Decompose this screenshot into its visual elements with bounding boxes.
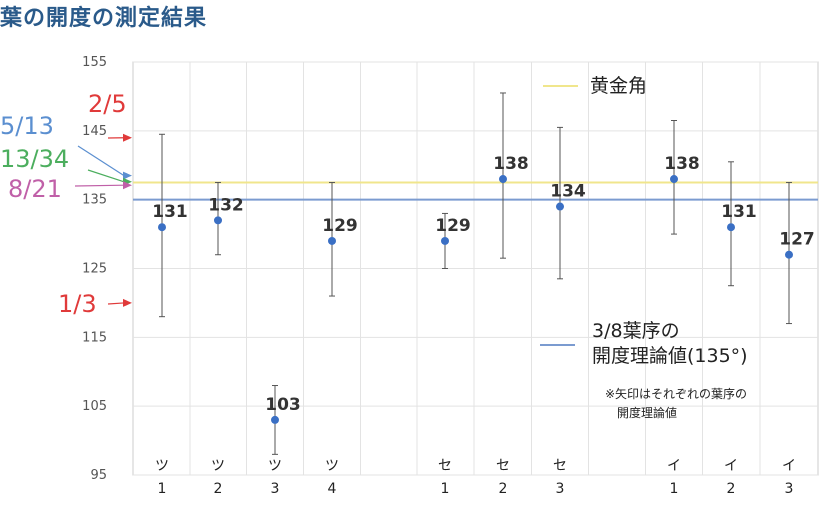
data-point <box>556 202 564 211</box>
category-label-top: イ <box>667 458 681 474</box>
grid-layer <box>132 61 819 476</box>
arrow-shaft <box>74 184 125 187</box>
phyllotaxis-arrows: 2/5 5/13 13/348/21 1/3 <box>0 90 132 318</box>
data-point <box>158 223 166 232</box>
category-label-bottom: 3 <box>556 481 565 497</box>
data-label: 131 <box>721 202 757 222</box>
category-label-bottom: 1 <box>158 481 167 497</box>
category-label-bottom: 1 <box>441 481 450 497</box>
legend-golden-label: 黄金角 <box>590 75 647 97</box>
legend: 黄金角 3/8葉序の 開度理論値(135°) ※矢印はそれぞれの葉序の 開度理論… <box>540 75 748 420</box>
category-label-bottom: 2 <box>727 481 736 497</box>
note-line1: ※矢印はそれぞれの葉序の <box>605 386 747 401</box>
category-label-top: ツ <box>155 458 169 474</box>
y-tick-label: 135 <box>82 193 107 208</box>
data-point <box>441 236 449 245</box>
arrow-label: 8/21 <box>8 175 62 203</box>
data-label: 129 <box>435 216 471 236</box>
data-label: 132 <box>208 195 244 215</box>
category-label-bottom: 2 <box>214 481 223 497</box>
arrow-head <box>123 298 132 307</box>
data-point <box>271 415 279 424</box>
category-label-top: ツ <box>325 458 339 474</box>
arrow-head <box>123 171 132 180</box>
category-label-bottom: 3 <box>271 481 280 497</box>
category-label-bottom: 2 <box>499 481 508 497</box>
arrow-label: 1/3 <box>58 290 97 318</box>
data-point <box>670 175 678 184</box>
data-point <box>499 175 507 184</box>
category-label-bottom: 3 <box>785 481 794 497</box>
category-label-top: セ <box>496 458 510 474</box>
category-label-top: ツ <box>268 458 282 474</box>
legend-theory-label-line2: 開度理論値(135°) <box>592 345 748 367</box>
y-tick-label: 95 <box>90 468 107 483</box>
data-label: 127 <box>779 230 815 250</box>
arrow-head <box>123 181 132 190</box>
data-labels: 131 132 103 129 129 138 134 138 131 127 <box>152 154 815 415</box>
y-tick-label: 155 <box>82 55 107 70</box>
page-title: 葉の開度の測定結果 <box>0 6 208 31</box>
x-axis-categories: ツ 1 ツ 2 ツ 3 ツ 4 セ 1 セ 2 セ 3 イ 1 イ 2 イ 3 <box>155 458 796 497</box>
category-label-top: セ <box>438 458 452 474</box>
y-tick-label: 115 <box>82 330 107 345</box>
category-label-top: ツ <box>211 458 225 474</box>
y-tick-label: 145 <box>82 124 107 139</box>
data-points <box>158 175 793 424</box>
y-tick-label: 125 <box>82 262 107 277</box>
reference-lines <box>133 181 818 201</box>
arrow-label: 13/34 <box>0 145 69 173</box>
data-label: 138 <box>664 154 700 174</box>
category-label-top: イ <box>724 458 738 474</box>
data-point <box>727 223 735 232</box>
arrow-shaft <box>87 169 125 183</box>
arrow-shaft <box>77 145 125 177</box>
arrow-shaft <box>107 302 125 305</box>
y-tick-label: 105 <box>82 399 107 414</box>
category-label-top: セ <box>553 458 567 474</box>
data-label: 138 <box>493 154 529 174</box>
data-point <box>785 250 793 259</box>
category-label-bottom: 4 <box>328 481 337 497</box>
note-line2: 開度理論値 <box>617 405 677 420</box>
data-label: 134 <box>550 182 586 202</box>
arrow-head <box>123 133 132 142</box>
category-label-bottom: 1 <box>670 481 679 497</box>
data-point <box>328 236 336 245</box>
data-point <box>214 216 222 225</box>
category-label-top: イ <box>782 458 796 474</box>
legend-theory-label-line1: 3/8葉序の <box>592 320 680 342</box>
y-axis: 95 105 115 125 135 145 155 <box>82 55 107 483</box>
data-label: 129 <box>322 216 358 236</box>
data-label: 103 <box>265 395 301 415</box>
data-label: 131 <box>152 202 188 222</box>
arrow-label: 5/13 <box>0 112 54 140</box>
arrow-label: 2/5 <box>88 90 127 118</box>
